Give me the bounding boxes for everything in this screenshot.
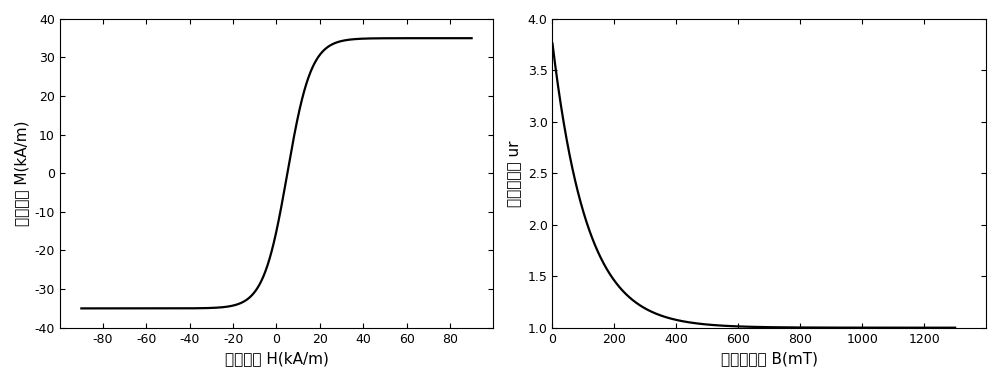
- X-axis label: 磁场强度 H(kA/m): 磁场强度 H(kA/m): [225, 351, 328, 366]
- Y-axis label: 磁化强度 M(kA/m): 磁化强度 M(kA/m): [14, 120, 29, 226]
- X-axis label: 磁感应强度 B(mT): 磁感应强度 B(mT): [721, 351, 818, 366]
- Y-axis label: 相对磁导率 ur: 相对磁导率 ur: [507, 140, 522, 207]
